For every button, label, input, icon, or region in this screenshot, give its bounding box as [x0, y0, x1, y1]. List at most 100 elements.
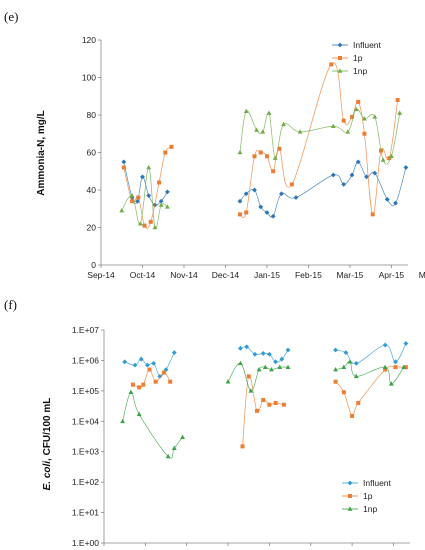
y-axis-ecoli: 1.E+00 1.E+01 1.E+02 1.E+03 1.E+04 1.E+05 1.E+… — [72, 325, 105, 548]
data-point-1p — [237, 212, 242, 217]
data-point-influent — [353, 360, 359, 366]
data-point-1np — [362, 116, 367, 121]
data-point-influent — [260, 351, 266, 356]
data-point-1p — [281, 402, 286, 407]
legend-marker-influent — [347, 480, 353, 486]
data-point-1p — [289, 182, 294, 187]
data-point-1np — [353, 373, 359, 379]
x-tick-label: Feb-15 — [297, 548, 324, 550]
data-point-1p — [153, 379, 158, 384]
data-point-1np — [136, 411, 142, 417]
data-point-1p — [277, 146, 282, 151]
y-axis-label-ammonia: Ammonia-N, mg/L — [36, 110, 47, 196]
data-point-1p — [341, 390, 346, 395]
data-point-influent — [349, 172, 355, 178]
legend-item-influent: Influent — [342, 478, 392, 488]
y-tick-label: 1.E+06 — [72, 355, 99, 365]
y-axis-label-ecoli-italic: E. coli — [42, 461, 53, 491]
data-point-influent — [264, 210, 270, 215]
series-line-influent — [239, 161, 407, 218]
y-tick-label: 1.E+05 — [72, 386, 99, 396]
data-point-1p — [329, 62, 334, 67]
data-point-1np — [297, 129, 303, 134]
x-tick-label: Dec-14 — [212, 270, 240, 280]
y-tick-label: 1.E+04 — [72, 416, 99, 426]
data-point-influent — [279, 191, 284, 197]
data-point-1np — [254, 127, 259, 132]
legend-marker-1p — [338, 56, 342, 60]
x-tick-label: May-15 — [421, 548, 425, 550]
series-1p — [130, 365, 408, 449]
data-point-1p — [267, 402, 272, 407]
data-point-1p — [362, 131, 367, 136]
data-point-1np — [277, 364, 283, 369]
data-point-1p — [255, 408, 259, 413]
x-tick-label: Sep-14 — [90, 548, 118, 550]
data-point-1p — [169, 144, 174, 149]
data-point-influent — [252, 187, 257, 193]
series-influent — [121, 159, 409, 219]
series-1p — [121, 62, 400, 229]
data-point-influent — [164, 189, 170, 195]
data-point-1np — [260, 129, 266, 134]
x-tick-label: Mar-15 — [339, 548, 366, 550]
data-point-influent — [122, 359, 128, 365]
data-point-influent — [252, 351, 258, 357]
data-point-1p — [136, 195, 141, 200]
data-point-influent — [132, 362, 138, 368]
data-point-influent — [244, 344, 250, 350]
data-point-1p — [130, 199, 135, 204]
data-point-influent — [393, 200, 398, 206]
data-point-1p — [356, 400, 361, 405]
data-point-influent — [151, 360, 157, 366]
legend-label-1np: 1np — [363, 504, 377, 514]
x-tick-label: Mar-15 — [336, 270, 363, 280]
data-point-1p — [356, 99, 361, 104]
series-1np — [120, 359, 407, 459]
y-tick-label: 1.E+02 — [72, 477, 99, 487]
data-point-1np — [171, 445, 177, 451]
data-point-influent — [372, 170, 378, 176]
data-point-1np — [119, 208, 125, 213]
data-point-1np — [389, 153, 394, 159]
data-point-1np — [266, 110, 272, 115]
data-point-1p — [240, 444, 245, 449]
x-tick-label: Sep-14 — [87, 270, 115, 280]
data-point-1p — [393, 365, 398, 370]
data-point-1np — [281, 121, 286, 127]
y-axis-label-ecoli-rest: , CFU/100 mL — [42, 398, 53, 461]
data-point-influent — [145, 362, 150, 368]
x-tick-label: Jan-15 — [256, 548, 282, 550]
legend-label-1p: 1p — [363, 491, 373, 501]
data-point-1np — [397, 110, 403, 115]
panel-label-e: (e) — [4, 9, 18, 24]
y-tick-label: 1.E+01 — [72, 508, 99, 518]
data-point-1np — [138, 221, 143, 226]
data-point-1p — [349, 114, 354, 119]
legend-marker-1p — [348, 494, 352, 498]
series-line-1np — [239, 108, 401, 165]
data-point-1p — [252, 154, 257, 159]
data-point-1p — [141, 382, 146, 387]
data-point-1p — [258, 150, 263, 155]
legend-marker-1np — [347, 506, 353, 511]
data-point-1np — [256, 366, 262, 372]
data-point-influent — [138, 356, 144, 362]
data-point-influent — [238, 345, 243, 351]
x-tick-label: Apr-15 — [381, 548, 407, 550]
data-point-1np — [120, 418, 126, 424]
legend-label-1p: 1p — [353, 53, 363, 63]
data-point-1np — [341, 364, 347, 369]
x-tick-label: Oct-14 — [133, 548, 159, 550]
legend-item-1p: 1p — [342, 491, 373, 501]
data-point-1np — [238, 360, 243, 366]
data-point-influent — [258, 204, 264, 210]
data-point-influent — [403, 165, 409, 170]
y-axis-ammonia: 0 20 40 60 80 100 120 — [82, 35, 102, 270]
y-axis-label-ecoli: E. coli, CFU/100 mL — [42, 398, 53, 491]
data-point-1p — [121, 165, 126, 170]
legend-item-1np: 1np — [342, 504, 377, 514]
y-tick-label: 0 — [91, 260, 96, 270]
panel-label-f: (f) — [4, 297, 17, 312]
series-line-1p — [123, 146, 172, 229]
